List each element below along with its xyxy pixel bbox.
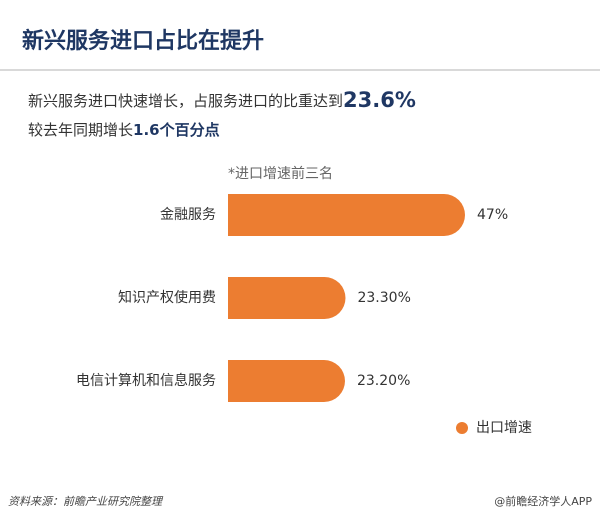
page: 新兴服务进口占比在提升 新兴服务进口快速增长，占服务进口的比重达到23.6% 较… — [0, 0, 600, 517]
subtitle-text: 较去年同期增长 — [28, 121, 133, 139]
value-label: 23.20% — [357, 373, 410, 389]
category-label: 电信计算机和信息服务 — [76, 372, 216, 389]
value-label: 23.30% — [357, 290, 410, 306]
legend-marker — [456, 422, 468, 434]
chart: 新兴服务进口占比在提升 新兴服务进口快速增长，占服务进口的比重达到23.6% 较… — [0, 0, 600, 517]
subtitle: 较去年同期增长1.6个百分点 — [28, 121, 220, 139]
category-label: 金融服务 — [160, 207, 216, 223]
bar — [228, 360, 345, 402]
bar — [228, 194, 465, 236]
value-label: 47% — [477, 207, 508, 223]
bar — [228, 277, 345, 319]
note: *进口增速前三名 — [228, 165, 333, 182]
source: 资料来源：前瞻产业研究院整理 — [8, 495, 164, 508]
subtitle: 新兴服务进口快速增长，占服务进口的比重达到23.6% — [28, 88, 416, 112]
credit: @前瞻经济学人APP — [494, 494, 592, 508]
subtitle-text: 新兴服务进口快速增长，占服务进口的比重达到 — [28, 92, 343, 110]
chart-title: 新兴服务进口占比在提升 — [22, 28, 264, 54]
category-label: 知识产权使用费 — [118, 289, 216, 306]
legend-label: 出口增速 — [476, 420, 532, 436]
subtitle-highlight: 1.6个百分点 — [133, 121, 220, 139]
subtitle-highlight: 23.6% — [343, 88, 416, 112]
